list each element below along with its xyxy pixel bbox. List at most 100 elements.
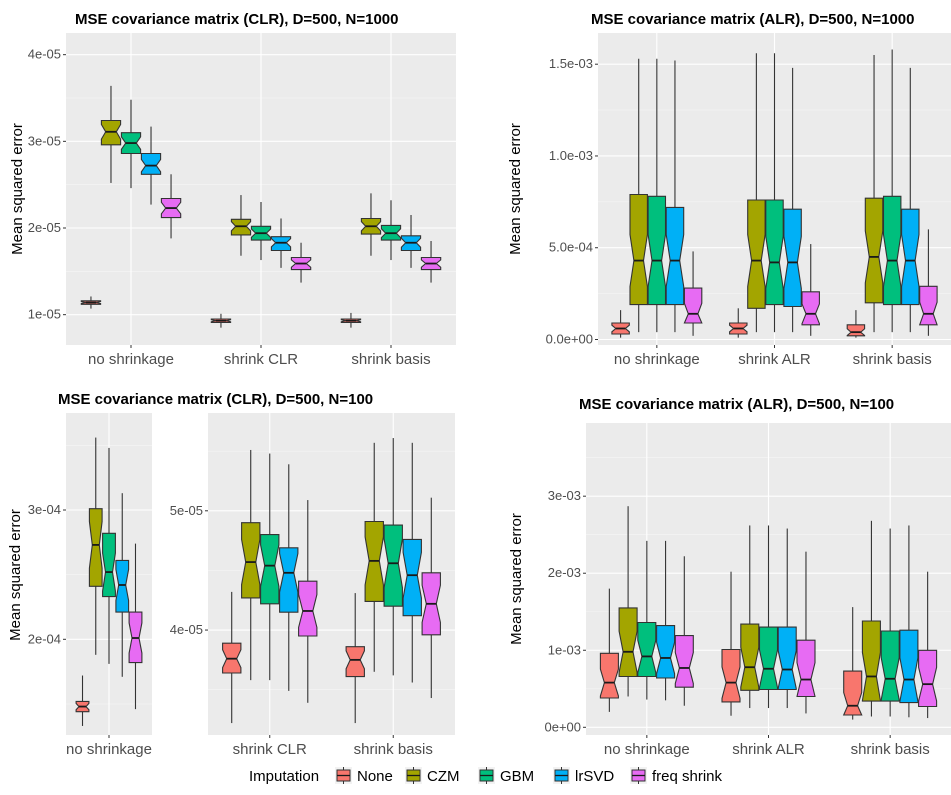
box-czm xyxy=(360,193,382,256)
box-freq-shrink xyxy=(918,229,938,336)
box-body xyxy=(901,208,920,306)
box-body xyxy=(758,626,779,691)
y-tick-label: 5e-05 xyxy=(170,503,203,518)
box-freq-shrink xyxy=(160,174,182,239)
box-body xyxy=(765,199,784,306)
y-axis-label: Mean squared error xyxy=(7,509,24,641)
chart-title: MSE covariance matrix (CLR), D=500, N=10… xyxy=(75,11,398,28)
box-gbm xyxy=(765,53,784,333)
y-axis-label: Mean squared error xyxy=(507,123,524,255)
y-tick-label: 3e-05 xyxy=(28,133,61,148)
box-czm xyxy=(861,520,881,717)
box-body xyxy=(783,208,802,308)
box-czm xyxy=(740,525,760,709)
box-gbm xyxy=(260,453,280,681)
y-tick-label: 5.0e-04 xyxy=(549,240,593,255)
box-czm xyxy=(629,58,648,333)
x-category-label: shrink ALR xyxy=(732,741,805,758)
box-none xyxy=(842,607,863,720)
box-body xyxy=(618,607,638,678)
x-category-label: shrink basis xyxy=(853,351,932,368)
box-lrsvd xyxy=(402,442,422,683)
box-lrsvd xyxy=(901,67,920,333)
legend-label: freq shrink xyxy=(652,768,723,785)
y-axis-label: Mean squared error xyxy=(9,123,26,255)
x-category-label: shrink ALR xyxy=(738,351,811,368)
box-freq-shrink xyxy=(801,244,820,336)
box-body xyxy=(298,580,318,637)
box-gbm xyxy=(250,202,272,261)
y-axis-label: Mean squared error xyxy=(508,513,525,645)
box-none xyxy=(846,310,866,338)
box-gbm xyxy=(880,528,900,717)
y-tick-label: 4e-05 xyxy=(28,47,61,62)
box-gbm xyxy=(882,49,902,333)
box-body xyxy=(674,635,694,688)
legend-label: GBM xyxy=(500,768,534,785)
box-gbm xyxy=(120,99,142,189)
y-tick-label: 4e-05 xyxy=(170,622,203,637)
box-gbm xyxy=(647,58,667,333)
box-lrsvd xyxy=(656,540,676,701)
chart-title: MSE covariance matrix (ALR), D=500, N=10… xyxy=(591,11,914,28)
x-category-label: shrink basis xyxy=(354,741,433,758)
box-body xyxy=(383,524,403,607)
box-body xyxy=(846,324,866,337)
box-body xyxy=(747,199,766,309)
y-tick-label: 2e-04 xyxy=(28,631,61,646)
legend-entry: CZM xyxy=(405,767,460,785)
box-freq-shrink xyxy=(796,551,816,714)
box-body xyxy=(796,639,816,698)
box-lrsvd xyxy=(115,493,130,677)
y-tick-label: 1.0e-03 xyxy=(549,148,593,163)
box-body xyxy=(647,195,667,306)
box-lrsvd xyxy=(279,464,299,691)
box-none xyxy=(611,310,630,338)
legend-entry: None xyxy=(335,767,393,785)
box-none xyxy=(729,308,748,338)
box-body xyxy=(665,206,685,306)
box-lrsvd xyxy=(783,67,802,333)
box-body xyxy=(260,534,280,605)
box-body xyxy=(801,291,820,326)
box-none xyxy=(80,296,102,309)
box-none xyxy=(345,593,365,724)
box-body xyxy=(882,195,902,306)
x-category-label: shrink basis xyxy=(351,351,430,368)
box-body xyxy=(102,532,116,598)
y-tick-label: 1e-03 xyxy=(548,642,581,657)
box-none xyxy=(75,675,90,726)
chart-panel-5: 0e+00 1e-03 2e-03 3e-03 no shrinkage shrink A… xyxy=(508,396,951,758)
legend-label: CZM xyxy=(427,768,460,785)
box-none xyxy=(222,591,242,724)
legend-entry: freq shrink xyxy=(630,767,723,785)
legend-label: None xyxy=(357,768,393,785)
y-tick-label: 1e-05 xyxy=(28,307,61,322)
y-tick-label: 3e-04 xyxy=(28,502,61,517)
x-category-label: no shrinkage xyxy=(88,351,174,368)
box-czm xyxy=(241,449,261,681)
box-body xyxy=(241,522,261,599)
chart-panel-2: 0.0e+00 5.0e-04 1.0e-03 1.5e-03 no shrinkage… xyxy=(507,11,951,368)
box-body xyxy=(918,649,938,708)
box-gbm xyxy=(637,540,657,700)
box-lrsvd xyxy=(665,60,685,333)
box-body xyxy=(345,646,365,678)
legend-label: lrSVD xyxy=(575,768,614,785)
legend-title: Imputation xyxy=(249,768,319,785)
y-tick-label: 0e+00 xyxy=(544,719,581,734)
x-category-label: no shrinkage xyxy=(604,741,690,758)
box-gbm xyxy=(383,438,403,676)
box-none xyxy=(599,588,619,712)
box-freq-shrink xyxy=(683,251,703,336)
box-gbm xyxy=(102,447,116,664)
y-tick-label: 2e-03 xyxy=(548,565,581,580)
box-body xyxy=(402,538,422,617)
box-lrsvd xyxy=(270,218,292,268)
box-body xyxy=(629,193,648,306)
x-category-label: shrink CLR xyxy=(224,351,298,368)
box-lrsvd xyxy=(140,126,162,205)
box-freq-shrink xyxy=(420,241,442,283)
box-czm xyxy=(230,195,252,256)
box-freq-shrink xyxy=(421,497,441,699)
